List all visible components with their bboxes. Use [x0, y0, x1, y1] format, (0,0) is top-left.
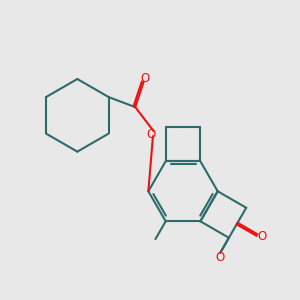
- Text: O: O: [216, 251, 225, 264]
- Text: O: O: [146, 128, 155, 141]
- Text: O: O: [141, 71, 150, 85]
- Text: O: O: [257, 230, 266, 243]
